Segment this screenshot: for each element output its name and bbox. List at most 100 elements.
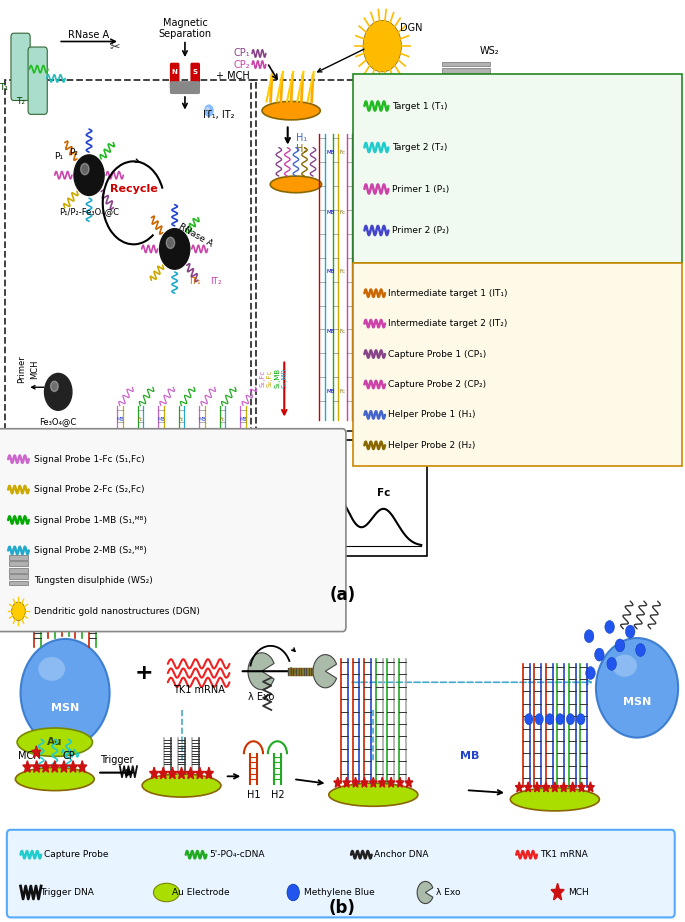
Text: MB: MB [116,452,124,456]
Text: H₁: H₁ [296,134,307,143]
Ellipse shape [142,774,221,797]
Polygon shape [351,777,360,787]
Polygon shape [342,777,351,787]
Text: CP: CP [62,751,75,761]
Text: MB: MB [157,452,165,456]
FancyBboxPatch shape [9,581,28,585]
Text: MB: MB [326,329,334,335]
Text: MB: MB [198,486,206,491]
Text: Au Electrode: Au Electrode [172,888,229,897]
Text: TK1 mRNA: TK1 mRNA [173,685,225,695]
Text: CP₂: CP₂ [234,60,250,69]
Text: Fc: Fc [377,488,390,498]
Circle shape [586,667,595,680]
Text: DGN: DGN [400,23,422,32]
Text: MB: MB [157,469,165,474]
Text: Primer 2 (P₂): Primer 2 (P₂) [392,226,449,235]
Circle shape [525,714,533,725]
FancyBboxPatch shape [190,63,200,89]
Text: S₁,Fc: S₁,Fc [260,370,265,386]
Text: MSN: MSN [51,703,79,713]
Text: Dendritic gold nanostructures (DGN): Dendritic gold nanostructures (DGN) [34,607,200,616]
Polygon shape [533,782,541,792]
Ellipse shape [21,639,110,747]
Circle shape [545,714,553,725]
Text: MB: MB [157,417,165,422]
Circle shape [81,163,89,175]
Text: +: + [134,663,153,683]
Text: IT₁: IT₁ [190,277,201,286]
Text: Target 2 (T₂): Target 2 (T₂) [392,143,447,152]
Text: T₂: T₂ [16,97,25,106]
FancyBboxPatch shape [442,62,490,66]
Ellipse shape [153,883,179,902]
Text: Fc: Fc [179,452,184,456]
FancyBboxPatch shape [9,555,28,560]
Circle shape [625,625,635,638]
FancyBboxPatch shape [9,574,28,579]
Text: Primer 1 (P₁): Primer 1 (P₁) [392,184,449,194]
Polygon shape [60,761,68,773]
Text: Separation: Separation [158,30,212,39]
Text: S: S [192,69,198,75]
Text: Signal Probe 2-Fc (S₂,Fc): Signal Probe 2-Fc (S₂,Fc) [34,485,145,494]
Text: Trigger DNA: Trigger DNA [40,888,94,897]
Circle shape [577,714,585,725]
FancyBboxPatch shape [9,568,28,573]
Circle shape [287,884,299,901]
FancyBboxPatch shape [296,440,427,556]
Text: MB: MB [327,477,345,487]
Wedge shape [248,653,274,690]
Text: RNase A: RNase A [177,222,214,248]
Text: Fc: Fc [367,329,373,335]
Polygon shape [23,761,32,773]
Polygon shape [41,761,50,773]
Text: Methylene Blue: Methylene Blue [304,888,375,897]
Text: MCH: MCH [18,751,41,761]
Text: MB: MB [239,452,247,456]
Circle shape [556,714,564,725]
Circle shape [605,621,614,633]
Text: Fc: Fc [138,452,143,456]
FancyBboxPatch shape [7,830,675,917]
Ellipse shape [596,638,678,738]
Circle shape [45,373,72,410]
Text: MB: MB [353,329,362,335]
Polygon shape [396,777,404,787]
Text: Fc: Fc [179,469,184,474]
Text: Fe₃O₄@C: Fe₃O₄@C [40,417,77,426]
Text: MB: MB [198,469,206,474]
Text: MCH: MCH [29,359,39,379]
Circle shape [166,237,175,249]
Text: N: N [172,69,177,75]
Polygon shape [204,767,214,779]
Text: MB: MB [157,486,165,491]
Text: Signal Probe 2-MB (S₂,ᴹᴮ): Signal Probe 2-MB (S₂,ᴹᴮ) [34,546,147,555]
Text: MB: MB [239,434,247,439]
Text: Primer: Primer [17,355,27,383]
Text: MB: MB [353,389,362,395]
Ellipse shape [459,134,514,152]
Text: MB: MB [239,469,247,474]
Text: P₂: P₂ [69,148,79,157]
Text: IT₂: IT₂ [210,277,221,286]
Polygon shape [68,761,77,773]
Text: TK1 mRNA: TK1 mRNA [540,850,587,859]
Text: Helper Probe 1 (H₁): Helper Probe 1 (H₁) [388,410,475,420]
Text: Au: Au [47,738,62,747]
Polygon shape [524,782,532,792]
Text: (a): (a) [329,585,356,604]
Text: Target 1 (T₁): Target 1 (T₁) [392,101,447,111]
Text: MB: MB [239,486,247,491]
Circle shape [535,714,543,725]
Circle shape [615,639,625,652]
Circle shape [12,602,25,621]
Text: Fc: Fc [138,434,143,439]
Wedge shape [417,881,433,904]
Text: Anchor DNA: Anchor DNA [374,850,429,859]
Polygon shape [159,767,168,779]
FancyBboxPatch shape [442,68,490,73]
Polygon shape [360,777,369,787]
Text: (b): (b) [329,899,356,917]
Text: Fc: Fc [138,417,143,422]
